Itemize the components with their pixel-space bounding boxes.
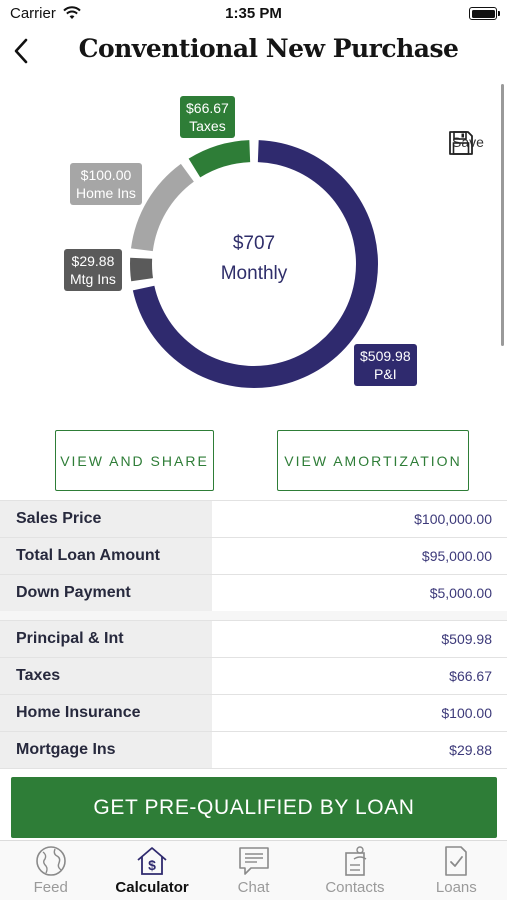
tab-contacts[interactable]: Contacts bbox=[304, 841, 405, 900]
table-row: Down Payment $5,000.00 bbox=[0, 575, 507, 612]
table-row: Sales Price $100,000.00 bbox=[0, 501, 507, 538]
row-label: Taxes bbox=[0, 658, 212, 694]
tab-bar: Feed $ Calculator Chat Contacts bbox=[0, 840, 507, 900]
scroll-indicator[interactable] bbox=[501, 84, 504, 346]
row-value: $95,000.00 bbox=[421, 548, 492, 564]
donut-slice-taxes bbox=[188, 140, 251, 178]
table-row: Total Loan Amount $95,000.00 bbox=[0, 538, 507, 575]
tab-contacts-label: Contacts bbox=[325, 879, 385, 896]
row-value: $5,000.00 bbox=[429, 585, 492, 601]
save-label: Save bbox=[452, 134, 484, 150]
table-row: Taxes $66.67 bbox=[0, 658, 507, 695]
tab-calculator[interactable]: $ Calculator bbox=[101, 841, 202, 900]
get-prequalified-button[interactable]: GET PRE-QUALIFIED BY LOAN bbox=[11, 777, 497, 838]
document-check-icon bbox=[445, 846, 468, 876]
tab-feed-label: Feed bbox=[33, 879, 68, 896]
callout-home-ins: $100.00 Home Ins bbox=[70, 163, 142, 205]
battery-icon bbox=[469, 7, 500, 20]
donut-slice-home-ins bbox=[130, 163, 194, 252]
chat-bubble-icon bbox=[238, 847, 269, 875]
payment-donut-chart: $707 Monthly $66.67 Taxes $100.00 Home I… bbox=[0, 78, 507, 418]
status-bar: Carrier 1:35 PM bbox=[0, 0, 507, 28]
house-dollar-icon: $ bbox=[137, 847, 167, 875]
tab-chat-label: Chat bbox=[237, 879, 270, 896]
row-label: Principal & Int bbox=[0, 621, 212, 657]
monthly-total-amount: $707 bbox=[232, 233, 276, 254]
wifi-icon bbox=[63, 6, 81, 19]
loan-summary-table: Sales Price $100,000.00 Total Loan Amoun… bbox=[0, 500, 507, 612]
nav-header: Conventional New Purchase bbox=[0, 28, 507, 74]
row-value: $29.88 bbox=[449, 742, 492, 758]
callout-mtg-ins-label: Mtg Ins bbox=[70, 271, 116, 287]
tab-chat[interactable]: Chat bbox=[203, 841, 304, 900]
floppy-disk-icon bbox=[449, 131, 473, 155]
callout-pi-value: $509.98 bbox=[360, 348, 411, 364]
view-amortization-button[interactable]: VIEW AMORTIZATION bbox=[277, 430, 469, 491]
callout-mtg-ins: $29.88 Mtg Ins bbox=[64, 249, 122, 291]
row-value: $100,000.00 bbox=[414, 511, 492, 527]
table-row: Mortgage Ins $29.88 bbox=[0, 732, 507, 769]
row-value: $509.98 bbox=[441, 631, 492, 647]
callout-taxes-label: Taxes bbox=[189, 118, 226, 134]
donut-slice-mtg-ins bbox=[130, 257, 153, 282]
row-label: Down Payment bbox=[0, 575, 212, 611]
row-label: Mortgage Ins bbox=[0, 732, 212, 768]
table-row: Home Insurance $100.00 bbox=[0, 695, 507, 732]
contacts-icon bbox=[345, 846, 367, 876]
callout-home-ins-label: Home Ins bbox=[76, 185, 136, 201]
payment-breakdown-table: Principal & Int $509.98 Taxes $66.67 Hom… bbox=[0, 620, 507, 769]
save-button[interactable]: Save bbox=[448, 130, 488, 182]
callout-mtg-ins-value: $29.88 bbox=[71, 253, 115, 269]
row-label: Total Loan Amount bbox=[0, 538, 212, 574]
table-row: Principal & Int $509.98 bbox=[0, 621, 507, 658]
tab-loans-label: Loans bbox=[435, 879, 477, 896]
page-title: Conventional New Purchase bbox=[78, 34, 459, 63]
callout-taxes-value: $66.67 bbox=[186, 100, 229, 116]
tab-feed[interactable]: Feed bbox=[0, 841, 101, 900]
carrier-label: Carrier bbox=[10, 5, 56, 22]
callout-home-ins-value: $100.00 bbox=[80, 167, 132, 183]
globe-icon bbox=[35, 846, 66, 876]
callout-pi-label: P&I bbox=[374, 366, 397, 382]
view-and-share-button[interactable]: VIEW AND SHARE bbox=[55, 430, 214, 491]
section-divider bbox=[0, 611, 507, 620]
donut-svg bbox=[130, 140, 378, 388]
row-value: $100.00 bbox=[441, 705, 492, 721]
row-label: Home Insurance bbox=[0, 695, 212, 731]
svg-text:$: $ bbox=[148, 857, 156, 873]
monthly-total-label: Monthly bbox=[220, 263, 288, 284]
tab-calculator-label: Calculator bbox=[115, 879, 189, 896]
callout-taxes: $66.67 Taxes bbox=[180, 96, 235, 138]
back-chevron-icon[interactable] bbox=[10, 34, 34, 68]
status-time: 1:35 PM bbox=[225, 5, 282, 22]
row-value: $66.67 bbox=[449, 668, 492, 684]
callout-pi: $509.98 P&I bbox=[354, 344, 417, 386]
row-label: Sales Price bbox=[0, 501, 212, 537]
tab-loans[interactable]: Loans bbox=[406, 841, 507, 900]
